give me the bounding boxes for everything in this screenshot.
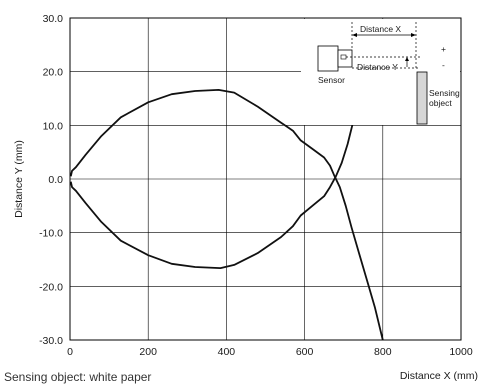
y-axis-label: Distance Y (mm): [13, 140, 25, 218]
distance-x-arrowhead-left: [352, 33, 357, 37]
x-tick-label: 400: [218, 346, 236, 358]
x-tick-label: 0: [67, 346, 73, 358]
y-tick-label: 30.0: [43, 13, 64, 25]
x-tick-label: 1000: [449, 346, 473, 358]
inset-diagram: Distance X Distance Y Sensor + - Sensing…: [301, 19, 460, 125]
y-tick-label: 0.0: [48, 174, 63, 186]
distance-x-label: Distance X: [360, 24, 401, 34]
x-tick-label: 600: [296, 346, 314, 358]
sensor-label: Sensor: [318, 75, 345, 85]
y-tick-label: -10.0: [39, 228, 63, 240]
y-tick-label: 10.0: [43, 120, 64, 132]
y-tick-label: -20.0: [39, 281, 63, 293]
distance-x-arrowhead-right: [411, 33, 416, 37]
plot-frame: [69, 17, 462, 341]
sensor-head: [337, 49, 353, 68]
x-tick-label: 800: [374, 346, 392, 358]
y-tick-label: 20.0: [43, 67, 64, 79]
sensor-body: [317, 45, 339, 72]
minus-sign: -: [442, 60, 445, 70]
y-tick-label: -30.0: [39, 335, 63, 347]
x-axis-label: Distance X (mm): [400, 370, 478, 382]
tick-labels: 0 200 400 600 800 1000 30.0 20.0 10.0 0.0 -10.0 -20…: [39, 13, 473, 358]
distance-y-arrowhead: [405, 57, 409, 61]
sensing-object: [416, 71, 428, 125]
inset-background: [301, 19, 460, 125]
series-line-2: [69, 125, 354, 270]
sensing-object-label-line1: Sensing: [429, 88, 460, 98]
sensing-object-label-line2: object: [429, 98, 452, 108]
series-lines: [69, 89, 384, 341]
x-tick-label: 200: [139, 346, 157, 358]
distance-y-label: Distance Y: [357, 62, 398, 72]
caption: Sensing object: white paper: [4, 370, 152, 384]
plus-sign: +: [441, 44, 446, 54]
series-line-1: [69, 89, 384, 341]
